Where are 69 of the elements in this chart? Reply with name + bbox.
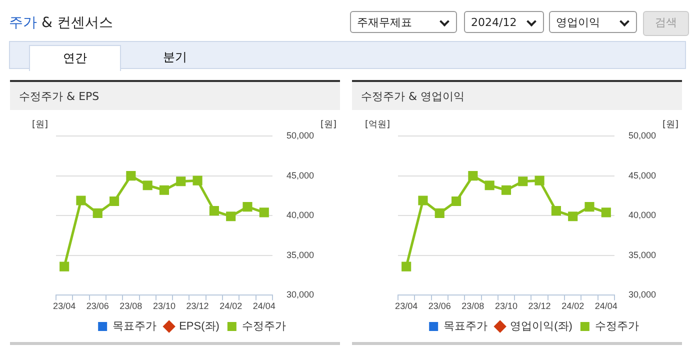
- point: [484, 180, 494, 190]
- point: [551, 206, 561, 216]
- x-tick-label: 23/04: [53, 301, 76, 312]
- point: [109, 196, 120, 206]
- x-tick-label: 24/02: [562, 301, 584, 312]
- legend-label: EPS(좌): [179, 320, 220, 333]
- point: [418, 196, 428, 206]
- point: [76, 196, 86, 206]
- legend-label: 수정주가: [242, 320, 286, 333]
- x-tick-label: 23/10: [494, 301, 518, 312]
- point: [259, 208, 269, 218]
- x-tick-label: 23/06: [428, 301, 451, 312]
- y-axis-title: [억원]: [364, 120, 390, 130]
- point: [60, 262, 70, 272]
- x-tick-label: 23/08: [120, 301, 142, 312]
- point: [601, 208, 611, 218]
- text: 50,000: [286, 130, 314, 140]
- text: 35,000: [628, 250, 656, 260]
- text: 주가 & 컨센서스: [9, 15, 113, 31]
- x-tick-label: 23/06: [86, 301, 109, 312]
- y-axis-title: [원]: [32, 120, 48, 130]
- text: 30,000: [286, 290, 314, 300]
- chart-title: 수정주가 & EPS: [10, 80, 340, 110]
- text: 연간: [29, 45, 121, 71]
- legend-label: 목표주가: [444, 320, 488, 333]
- point: [242, 202, 252, 212]
- x-tick-label: 23/08: [462, 301, 484, 312]
- point: [159, 185, 170, 195]
- search-button: 검색: [643, 11, 689, 36]
- x-tick-label: 24/04: [252, 301, 276, 312]
- point: [226, 212, 236, 222]
- point: [568, 212, 578, 222]
- point: [501, 185, 512, 195]
- point: [92, 208, 102, 218]
- text: 분기: [162, 49, 188, 66]
- dropdown-field: 2024/12: [464, 11, 544, 33]
- point: [192, 176, 202, 186]
- point: [468, 171, 478, 181]
- point: [534, 176, 544, 186]
- dropdown-field: 영업이익: [549, 11, 637, 33]
- point: [451, 196, 462, 206]
- point: [176, 176, 186, 186]
- x-tick-label: 23/12: [528, 301, 551, 312]
- point: [434, 208, 444, 218]
- x-tick-label: 24/02: [220, 301, 242, 312]
- legend-label: 영업이익(좌): [510, 320, 572, 333]
- text: 40,000: [286, 210, 314, 220]
- point: [209, 206, 219, 216]
- text: 35,000: [286, 250, 314, 260]
- dropdown-field: 주재무제표: [350, 11, 457, 33]
- y2-axis-title: [원]: [320, 120, 337, 130]
- legend-label: 수정주가: [594, 320, 639, 333]
- x-tick-label: 23/04: [395, 301, 418, 312]
- legend-label: 목표주가: [112, 320, 157, 333]
- point: [584, 202, 594, 212]
- x-tick-label: 24/04: [594, 301, 618, 312]
- chart-title: 수정주가 & 영업이익: [352, 80, 682, 110]
- point: [126, 171, 136, 181]
- text: 50,000: [628, 130, 656, 140]
- point: [402, 262, 412, 272]
- point: [142, 180, 152, 190]
- text: 45,000: [628, 170, 656, 180]
- x-tick-label: 23/12: [186, 301, 209, 312]
- x-tick-label: 23/10: [152, 301, 176, 312]
- y2-axis-title: [원]: [662, 120, 679, 130]
- text: 45,000: [286, 170, 314, 180]
- text: 30,000: [628, 290, 656, 300]
- text: 40,000: [628, 210, 656, 220]
- point: [518, 176, 528, 186]
